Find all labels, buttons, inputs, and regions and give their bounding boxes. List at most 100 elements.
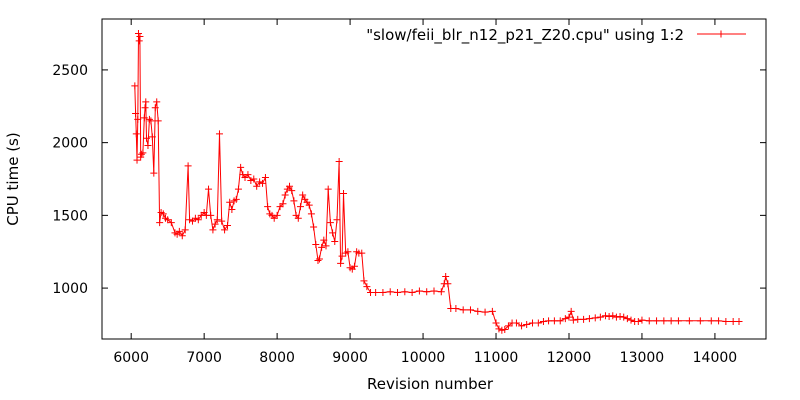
data-point	[442, 272, 450, 280]
data-point	[314, 256, 322, 264]
data-point	[569, 316, 577, 324]
legend-marker-sample	[717, 30, 725, 38]
data-point	[234, 185, 242, 193]
data-point	[372, 288, 380, 296]
data-point	[232, 195, 240, 203]
data-point	[226, 198, 234, 206]
legend: "slow/feii_blr_n12_p21_Z20.cpu" using 1:…	[366, 26, 746, 45]
data-point	[131, 82, 139, 90]
data-point	[286, 182, 294, 190]
data-point	[459, 306, 467, 314]
data-point	[363, 283, 371, 291]
data-point	[312, 240, 320, 248]
data-point	[344, 248, 352, 256]
data-point	[645, 317, 653, 325]
data-point	[415, 287, 423, 295]
data-point	[394, 288, 402, 296]
data-point	[715, 317, 723, 325]
data-point	[159, 210, 167, 218]
data-point	[545, 317, 553, 325]
data-point	[444, 280, 452, 288]
data-point	[259, 179, 267, 187]
data-point	[310, 223, 318, 231]
data-point	[144, 142, 152, 150]
data-point	[273, 211, 281, 219]
data-point	[338, 252, 346, 260]
x-tick-label: 11000	[474, 350, 519, 366]
data-point	[228, 206, 236, 214]
data-point	[337, 259, 345, 267]
data-point	[137, 153, 145, 161]
data-point	[322, 242, 330, 250]
data-point	[150, 169, 158, 177]
data-point	[213, 216, 221, 224]
data-point	[299, 191, 307, 199]
data-point	[612, 313, 620, 321]
data-point	[495, 325, 503, 333]
data-point	[667, 317, 675, 325]
data-point	[638, 316, 646, 324]
data-point	[218, 217, 226, 225]
data-point	[250, 175, 258, 183]
y-tick-label: 1000	[52, 281, 88, 297]
data-point	[358, 249, 366, 257]
data-point	[142, 98, 150, 106]
data-point	[498, 326, 506, 334]
data-point	[281, 191, 289, 199]
data-point	[605, 312, 613, 320]
data-point	[145, 115, 153, 123]
data-point	[360, 277, 368, 285]
data-point	[184, 162, 192, 170]
data-point	[512, 319, 520, 327]
data-point	[178, 232, 186, 240]
data-point	[596, 313, 604, 321]
data-point	[674, 317, 682, 325]
data-point	[305, 201, 313, 209]
data-point	[147, 117, 155, 125]
data-point	[653, 317, 661, 325]
data-point	[288, 187, 296, 195]
y-tick-label: 1500	[52, 208, 88, 224]
data-point	[135, 37, 143, 45]
data-point	[481, 308, 489, 316]
data-point	[134, 115, 142, 123]
x-axis: 6000 7000 8000 9000 10000 11000 12000 13000 1400…	[113, 19, 737, 366]
x-tick-label: 8000	[259, 350, 295, 366]
x-axis-label: Revision number	[367, 375, 494, 393]
data-point	[315, 255, 323, 263]
data-point	[276, 203, 284, 211]
data-point	[574, 315, 582, 323]
data-point	[488, 307, 496, 315]
data-point	[132, 110, 140, 118]
data-point	[205, 185, 213, 193]
data-point	[167, 219, 175, 227]
data-point	[209, 226, 217, 234]
data-point	[627, 316, 635, 324]
data-point	[565, 313, 573, 321]
data-point	[722, 318, 730, 326]
data-point	[333, 216, 341, 224]
data-point	[153, 98, 161, 106]
data-point	[561, 315, 569, 323]
data-point	[175, 227, 183, 235]
data-point	[224, 222, 232, 230]
data-point	[707, 317, 715, 325]
data-point	[623, 315, 631, 323]
data-point	[556, 317, 564, 325]
data-point	[207, 211, 215, 219]
data-point	[211, 220, 219, 228]
data-point	[474, 307, 482, 315]
x-tick-label: 7000	[186, 350, 222, 366]
data-point	[215, 130, 223, 138]
data-point	[329, 229, 337, 237]
data-point	[609, 312, 617, 320]
data-point	[591, 314, 599, 322]
y-axis-label: CPU time (s)	[4, 132, 22, 225]
data-point	[261, 174, 269, 182]
data-point	[634, 318, 642, 326]
data-point	[136, 32, 144, 40]
data-point	[133, 156, 141, 164]
data-point	[279, 200, 287, 208]
data-point	[501, 326, 509, 334]
